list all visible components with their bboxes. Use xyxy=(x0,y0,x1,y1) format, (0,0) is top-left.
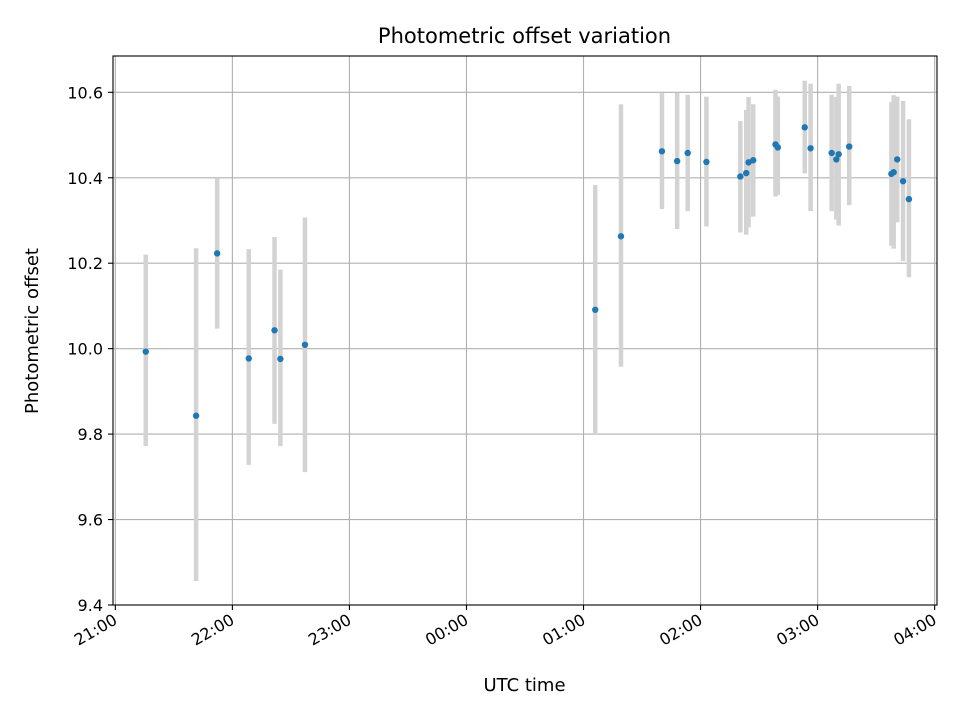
y-tick-label: 9.8 xyxy=(78,425,103,444)
data-point xyxy=(142,348,149,355)
data-point xyxy=(905,195,913,203)
data-point xyxy=(703,158,710,166)
data-point xyxy=(890,169,897,176)
data-point xyxy=(277,355,284,363)
data-point xyxy=(899,177,907,185)
data-point xyxy=(750,157,757,164)
data-point xyxy=(833,156,840,163)
data-points xyxy=(142,124,913,419)
data-point xyxy=(737,173,744,180)
data-point xyxy=(828,149,835,157)
y-tick-label: 9.4 xyxy=(78,596,103,615)
y-tick-label: 10.2 xyxy=(67,254,103,273)
data-point xyxy=(673,157,681,165)
data-point xyxy=(743,169,750,177)
data-point xyxy=(617,233,625,240)
x-axis-title: UTC time xyxy=(483,675,565,696)
y-tick-label: 10.4 xyxy=(67,169,103,188)
data-point xyxy=(592,306,599,313)
data-point xyxy=(684,149,691,157)
plot-area-frame xyxy=(112,55,938,606)
data-point xyxy=(245,355,252,362)
data-point xyxy=(807,145,814,152)
y-axis-ticks: 9.4 9.6 9.8 10.0 10.2 10.4 10.6 xyxy=(67,83,113,615)
y-tick-label: 10.0 xyxy=(67,340,103,359)
data-point xyxy=(658,148,666,155)
data-point xyxy=(846,143,853,150)
y-tick-label: 10.6 xyxy=(67,83,103,102)
data-point xyxy=(774,144,782,151)
data-point xyxy=(301,341,309,349)
data-point xyxy=(801,124,808,131)
data-point xyxy=(192,412,200,419)
data-point xyxy=(894,156,901,163)
y-axis-title: Photometric offset xyxy=(22,248,43,414)
y-tick-label: 9.6 xyxy=(78,511,103,530)
data-point xyxy=(835,151,842,158)
data-point xyxy=(271,327,278,334)
chart-title: Photometric offset variation xyxy=(378,24,671,48)
data-point xyxy=(213,250,221,257)
